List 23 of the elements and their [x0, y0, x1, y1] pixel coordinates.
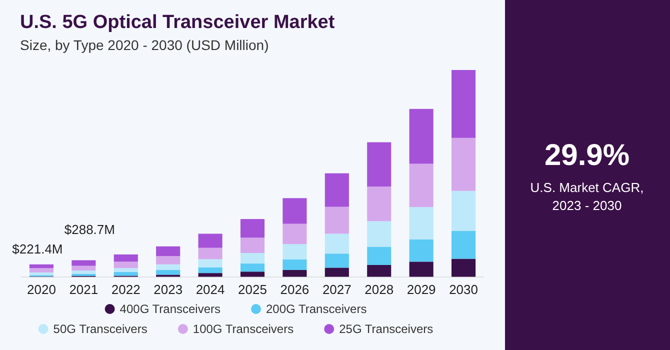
legend-label: 50G Transceivers — [53, 322, 148, 336]
x-tick-label: 2024 — [196, 282, 225, 297]
chart-subtitle: Size, by Type 2020 - 2030 (USD Million) — [20, 37, 269, 53]
x-tick-label: 2028 — [364, 282, 394, 297]
text: 29.9% — [544, 139, 630, 172]
legend-label: 100G Transceivers — [192, 322, 294, 336]
legend-label: 200G Transceivers — [266, 302, 367, 316]
annotation: $221.4M — [12, 241, 63, 256]
x-tick-label: 2029 — [406, 282, 436, 297]
x-tick-label: 2023 — [154, 282, 183, 297]
x-tick-label: 2025 — [238, 282, 267, 297]
x-tick-label: 2026 — [280, 282, 310, 297]
x-tick-label: 2027 — [322, 282, 352, 297]
x-tick-label: 2021 — [69, 282, 98, 297]
x-tick-label: 2030 — [449, 282, 478, 297]
x-tick-label: 2020 — [27, 282, 56, 297]
legend-label: 400G Transceivers — [120, 302, 221, 316]
text: U.S. Market CAGR, — [530, 180, 644, 195]
annotation: $288.7M — [64, 222, 115, 238]
x-tick-label: 2022 — [111, 282, 140, 297]
text: 2023 - 2030 — [552, 198, 622, 213]
legend-label: 25G Transceivers — [339, 322, 434, 336]
chart-title: U.S. 5G Optical Transceiver Market — [20, 12, 336, 33]
